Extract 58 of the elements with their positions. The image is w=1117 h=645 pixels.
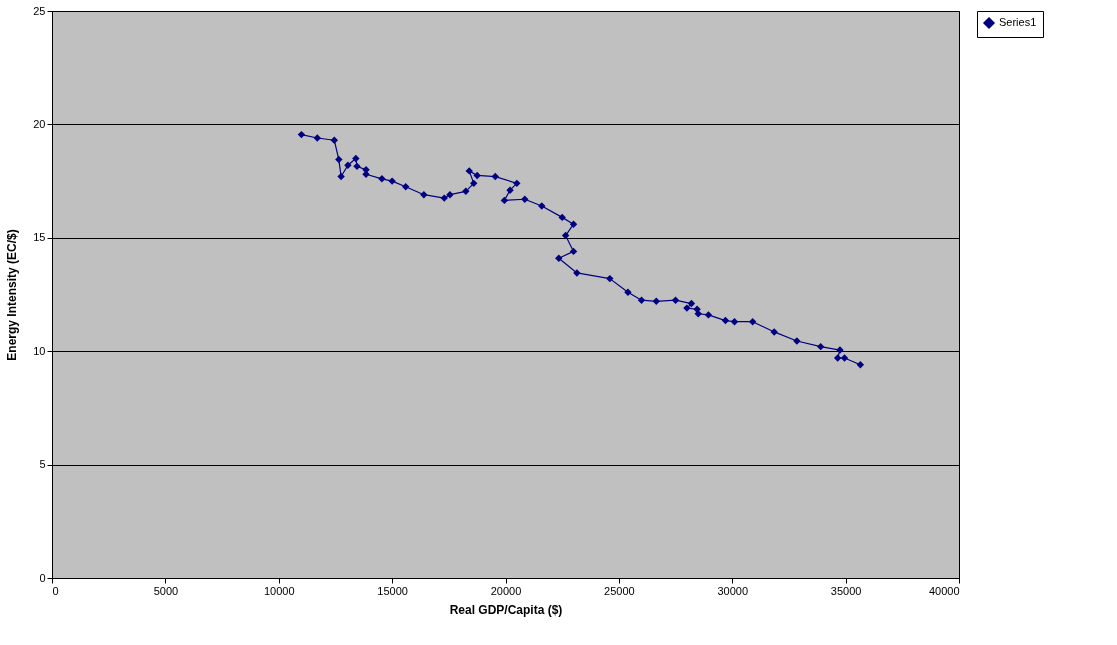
point xyxy=(558,213,566,222)
y-tick-label: 15 xyxy=(33,231,46,244)
x-tick-label: 30000 xyxy=(717,584,749,597)
y-tick-label: 10 xyxy=(33,344,46,357)
point xyxy=(513,179,521,188)
point xyxy=(652,297,660,306)
point xyxy=(816,342,825,351)
point xyxy=(555,254,563,262)
x-axis-title: Real GDP/Capita ($) xyxy=(449,602,563,617)
point xyxy=(569,247,578,256)
point xyxy=(637,296,646,304)
point xyxy=(337,172,345,181)
point xyxy=(344,161,352,169)
y-tick-label: 25 xyxy=(33,4,46,17)
x-tick-label: 0 xyxy=(52,584,59,597)
point xyxy=(833,354,842,362)
x-tick-label: 25000 xyxy=(604,584,635,597)
x-tick-label: 5000 xyxy=(153,584,179,597)
point xyxy=(462,187,470,196)
point xyxy=(748,318,757,326)
x-tick-label: 20000 xyxy=(490,584,522,597)
point xyxy=(470,179,478,188)
point xyxy=(606,274,614,283)
point xyxy=(521,195,529,203)
point xyxy=(352,154,360,163)
point xyxy=(500,196,509,205)
point xyxy=(569,220,578,228)
point xyxy=(420,191,428,199)
point xyxy=(446,191,454,199)
point xyxy=(402,183,410,191)
y-axis-title: Energy Intensity (EC/$) xyxy=(5,229,20,361)
point xyxy=(624,288,632,296)
point xyxy=(440,194,448,202)
y-tick-label: 5 xyxy=(39,458,46,471)
point xyxy=(671,296,680,304)
point xyxy=(856,361,865,369)
y-tick-label: 0 xyxy=(39,571,46,584)
y-tick-label: 20 xyxy=(33,117,46,130)
x-tick-label: 10000 xyxy=(263,584,295,597)
point xyxy=(694,310,702,318)
point xyxy=(473,171,481,180)
x-tick-label: 35000 xyxy=(830,584,862,597)
point xyxy=(465,167,473,175)
point xyxy=(335,155,343,164)
point xyxy=(353,162,361,171)
point xyxy=(730,318,739,326)
point xyxy=(704,311,713,319)
point xyxy=(840,354,849,362)
point xyxy=(561,231,570,240)
point xyxy=(721,316,730,325)
point xyxy=(297,130,306,139)
point xyxy=(687,299,696,308)
x-tick-label: 40000 xyxy=(928,584,960,597)
legend-label: Series1 xyxy=(999,16,1037,28)
point xyxy=(313,134,322,142)
x-tick-label: 15000 xyxy=(377,584,408,597)
point xyxy=(330,136,339,144)
point xyxy=(491,172,499,181)
